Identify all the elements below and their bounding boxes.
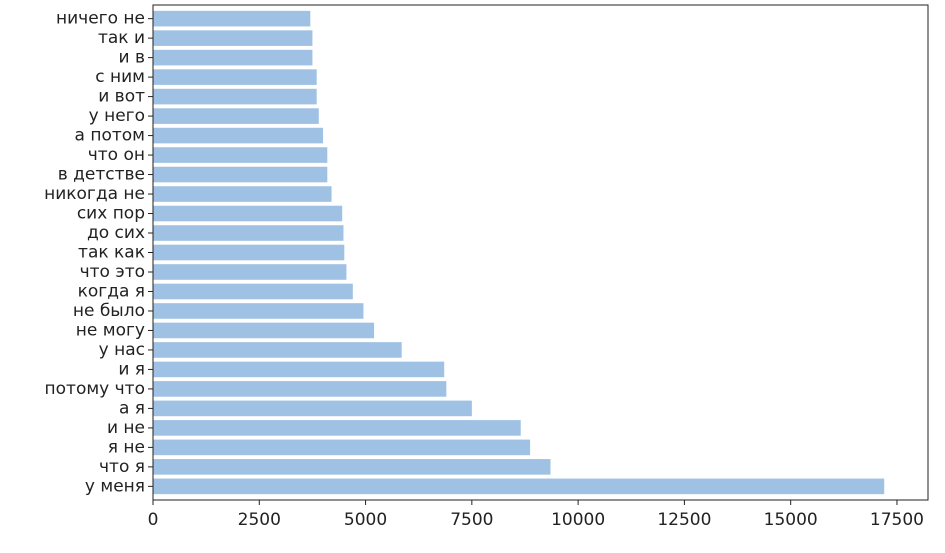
plot-frame — [152, 4, 929, 501]
x-tick-label: 10000 — [551, 510, 605, 530]
bar — [153, 69, 317, 85]
bar — [153, 439, 531, 456]
x-tick-label: 17500 — [870, 510, 924, 530]
y-tick-label: не могу — [76, 320, 145, 340]
bar — [153, 342, 402, 358]
y-tick-label: я не — [108, 437, 145, 457]
bar — [153, 166, 328, 183]
y-tick-label: не было — [73, 301, 145, 321]
y-tick-label: что это — [80, 262, 145, 282]
bar — [153, 381, 447, 397]
y-tick-label: у него — [89, 106, 145, 126]
y-tick-label: и в — [119, 48, 145, 68]
bar — [153, 225, 344, 241]
y-tick-label: в детстве — [58, 165, 145, 185]
y-tick-label: с ним — [95, 67, 145, 87]
x-tick-label: 0 — [148, 510, 159, 530]
y-tick-label: а потом — [75, 126, 145, 146]
y-tick-label: что он — [88, 145, 145, 165]
bar — [153, 283, 353, 300]
bar — [153, 186, 332, 202]
y-tick-label: а я — [119, 398, 145, 418]
bar — [153, 205, 343, 222]
bar — [153, 478, 885, 495]
y-tick-label: никогда не — [44, 184, 145, 204]
y-tick-label: так как — [78, 243, 145, 263]
y-tick-label: когда я — [78, 281, 145, 301]
bar — [153, 400, 472, 417]
y-tick-label: и вот — [98, 87, 145, 107]
bar — [153, 147, 328, 163]
y-tick-label: так и — [98, 28, 145, 48]
bar — [153, 127, 324, 144]
y-tick-label: ничего не — [56, 9, 145, 29]
bar — [153, 108, 319, 124]
bar — [153, 459, 551, 475]
bar — [153, 10, 311, 27]
bar — [153, 322, 375, 339]
y-tick-label: у меня — [85, 476, 145, 496]
x-tick-label: 15000 — [764, 510, 818, 530]
bar — [153, 361, 445, 378]
x-tick-label: 5000 — [344, 510, 387, 530]
y-tick-label: сих пор — [77, 204, 145, 224]
x-tick-label: 2500 — [238, 510, 281, 530]
y-tick-label: что я — [99, 457, 145, 477]
bar — [153, 244, 345, 261]
y-tick-label: до сих — [87, 223, 145, 243]
x-tick-label: 12500 — [657, 510, 711, 530]
bar — [153, 420, 521, 436]
bar — [153, 264, 347, 280]
y-tick-label: у нас — [99, 340, 145, 360]
bar — [153, 303, 364, 319]
y-tick-label: и не — [107, 418, 145, 438]
bar — [153, 30, 313, 46]
x-tick-label: 7500 — [450, 510, 493, 530]
y-tick-label: потому что — [45, 379, 145, 399]
bar — [153, 49, 313, 66]
y-tick-label: и я — [118, 359, 145, 379]
bar — [153, 88, 317, 105]
